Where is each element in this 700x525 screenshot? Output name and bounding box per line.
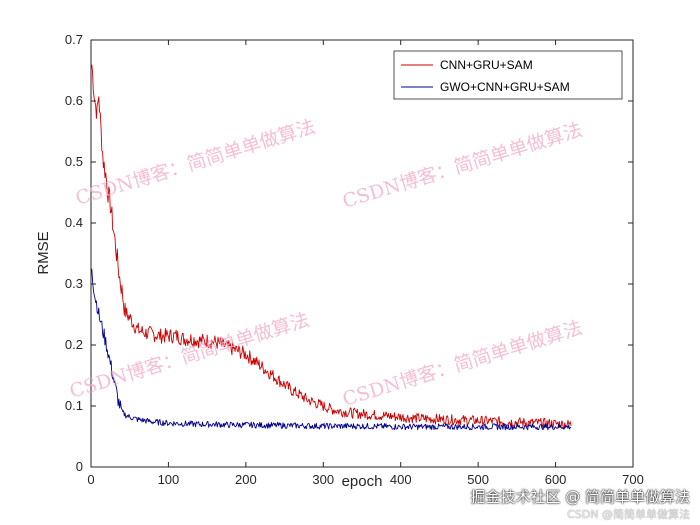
- legend-box: [393, 50, 623, 100]
- series-line-cnn-gru-sam: [91, 64, 572, 430]
- y-axis-label: RMSE: [35, 231, 52, 274]
- legend-label-cnn-gru-sam: CNN+GRU+SAM: [440, 58, 533, 72]
- x-tick-label: 100: [158, 472, 180, 487]
- y-tick-label: 0.3: [65, 276, 83, 291]
- legend: CNN+GRU+SAM GWO+CNN+GRU+SAM: [393, 50, 623, 100]
- x-tick-label: 200: [235, 472, 257, 487]
- series-layer: [91, 64, 572, 431]
- x-axis-label: epoch: [342, 473, 383, 490]
- y-tick-label: 0.2: [65, 337, 83, 352]
- y-tick-label: 0.7: [65, 32, 83, 47]
- tick-layer: 0 100 200 300 400 500 600 700 0 0.1 0.2 0.3 0.4 0.5 0.…: [65, 32, 644, 487]
- footer-watermark-juejin: 掘金技术社区 @ 简简单单做算法: [470, 488, 690, 506]
- x-tick-label: 600: [545, 472, 567, 487]
- y-tick-label: 0.5: [65, 154, 83, 169]
- y-tick-label: 0.6: [65, 93, 83, 108]
- footer-watermark-csdn: CSDN @简简单单做算法: [567, 508, 690, 521]
- x-tick-label: 300: [312, 472, 334, 487]
- legend-label-gwo-cnn-gru-sam: GWO+CNN+GRU+SAM: [440, 80, 570, 94]
- y-tick-label: 0: [76, 459, 83, 474]
- x-tick-label: 700: [622, 472, 644, 487]
- y-tick-label: 0.4: [65, 215, 83, 230]
- x-tick-label: 0: [87, 472, 94, 487]
- series-line-gwo-cnn-gru-sam: [91, 268, 572, 431]
- x-tick-label: 500: [467, 472, 489, 487]
- x-tick-label: 400: [390, 472, 412, 487]
- plot-area: [90, 39, 634, 468]
- y-tick-label: 0.1: [65, 398, 83, 413]
